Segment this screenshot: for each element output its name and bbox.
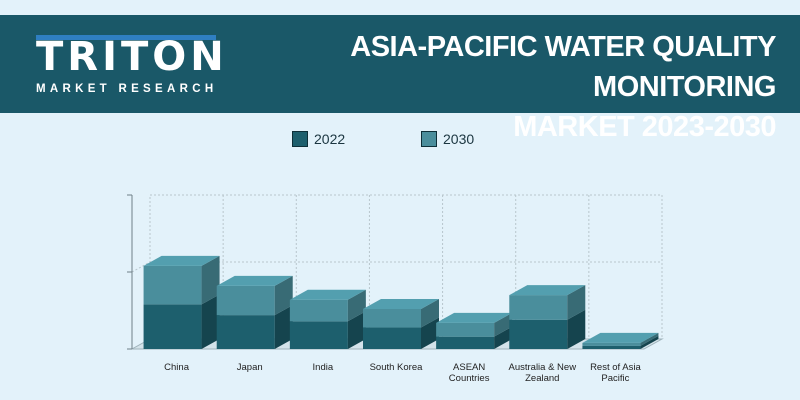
x-tick-label-line: Rest of Asia	[590, 362, 641, 373]
header-banner: TRITON MARKET RESEARCH ASIA-PACIFIC WATE…	[0, 15, 800, 143]
bar-2030-side-2	[347, 289, 366, 322]
legend-label-2030: 2030	[443, 131, 475, 147]
logo-subtitle: MARKET RESEARCH	[36, 83, 218, 95]
x-tick-label-line: China	[164, 362, 190, 373]
bar-2022-front-6	[582, 345, 641, 349]
title-line-1: ASIA-PACIFIC WATER QUALITY MONITORING	[350, 31, 776, 103]
bar-2030-top-2	[289, 289, 366, 300]
title-line-2: MARKET 2023-2030	[513, 111, 776, 143]
logo-accent-bar	[36, 35, 216, 40]
x-tick-label-line: Japan	[237, 362, 263, 373]
x-tick-label-3: South Korea	[370, 362, 424, 373]
bar-2030-front-5	[509, 295, 568, 320]
x-tick-label-5: Australia & New Zealand	[508, 362, 576, 384]
logo-wordmark: TRITON	[36, 34, 228, 80]
x-tick-label-line: Pacific	[601, 373, 629, 384]
x-tick-label-line: India	[313, 362, 334, 373]
bar-2022-front-1	[216, 315, 275, 349]
legend-swatch-2030	[421, 131, 437, 147]
x-tick-label-0: China	[164, 362, 190, 373]
x-tick-label-line: ASEAN	[453, 362, 485, 373]
x-tick-label-line: Australia & New	[508, 362, 576, 373]
x-tick-label-line: Zealand	[525, 373, 559, 384]
x-tick-label-6: Rest of Asia Pacific	[590, 362, 641, 384]
bar-2022-side-1	[274, 305, 293, 349]
triton-logo: TRITON MARKET RESEARCH	[36, 33, 226, 103]
bar-2030-top-4	[436, 312, 513, 323]
gridline-side	[131, 261, 151, 273]
bar-2030-side-6	[640, 332, 659, 346]
bar-2030-front-2	[289, 299, 348, 322]
bar-2022-front-2	[289, 321, 348, 349]
bar-2022-side-2	[347, 311, 366, 349]
bar-2030-top-5	[509, 285, 586, 296]
legend-swatch-2022	[292, 131, 308, 147]
bar-2022-front-3	[363, 327, 421, 349]
bar-2022-side-6	[640, 335, 659, 349]
bar-2030-top-0	[143, 255, 220, 266]
bar-2022-side-4	[494, 326, 513, 349]
x-tick-label-4: ASEAN Countries	[449, 362, 490, 384]
x-tick-label-2: India	[313, 362, 334, 373]
bar-2030-front-6	[582, 342, 641, 346]
bar-2030-side-4	[494, 312, 513, 337]
bar-2030-side-1	[274, 275, 293, 316]
x-tick-label-line: Countries	[449, 373, 490, 384]
chart-legend: 2022 2030	[0, 131, 800, 151]
bar-2030-front-4	[436, 322, 495, 337]
bar-2030-top-3	[363, 298, 439, 309]
x-tick-label-1: Japan	[237, 362, 263, 373]
bar-2030-front-0	[143, 265, 202, 305]
bar-2030-side-5	[567, 285, 586, 320]
bar-2022-side-3	[421, 317, 439, 349]
bar-2022-side-0	[201, 294, 220, 349]
x-tick-label-line: South Korea	[370, 362, 424, 373]
bar-2030-side-3	[421, 298, 439, 328]
bar-2030-side-0	[201, 255, 220, 305]
bar-2022-front-4	[436, 336, 495, 349]
bar-2022-side-5	[567, 309, 586, 349]
bar-2030-top-6	[582, 332, 659, 343]
legend-item-2022: 2022	[292, 131, 345, 147]
bar-2030-front-3	[363, 308, 421, 328]
legend-item-2030: 2030	[421, 131, 474, 147]
chart-title: ASIA-PACIFIC WATER QUALITY MONITORING MA…	[256, 27, 776, 147]
bar-2022-front-0	[143, 304, 202, 349]
bar-2030-top-1	[216, 275, 293, 286]
bar-2022-front-5	[509, 319, 568, 349]
bar-2030-front-1	[216, 285, 275, 316]
legend-label-2022: 2022	[314, 131, 346, 147]
